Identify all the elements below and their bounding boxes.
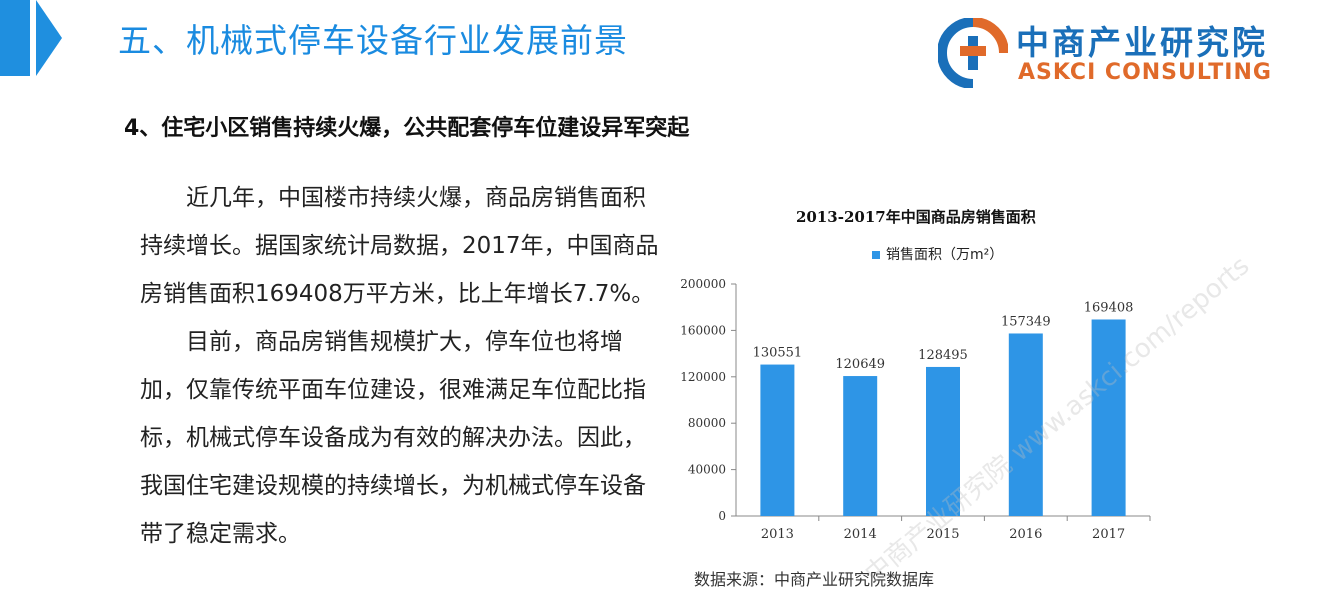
legend-label: 销售面积（万m²） [886, 247, 1004, 263]
page-title: 五、机械式停车设备行业发展前景 [118, 21, 628, 60]
x-tick-label-2016: 2016 [1009, 527, 1042, 542]
data-label-2013: 130551 [753, 346, 803, 361]
data-label-2015: 128495 [918, 348, 968, 363]
bar-chart: 0 40000 80000 120000 160000 200000 130551 2013 1… [680, 277, 1151, 542]
x-tick-label-2014: 2014 [844, 527, 877, 542]
bar-2017 [1091, 319, 1126, 516]
data-source: 数据来源：中商产业研究院数据库 [694, 570, 935, 589]
x-tick-label-2017: 2017 [1092, 527, 1125, 542]
body-text: 近几年，中国楼市持续火爆，商品房销售面积持续增长。据国家统计局数据，2017年，… [140, 174, 660, 558]
company-logo: 中商产业研究院 ASKCI CONSULTING [938, 16, 1318, 88]
x-tick-label-2015: 2015 [926, 527, 959, 542]
logo-text-en: ASKCI CONSULTING [1018, 60, 1272, 85]
y-tick-label: 160000 [680, 323, 726, 337]
paragraph-1: 近几年，中国楼市持续火爆，商品房销售面积持续增长。据国家统计局数据，2017年，… [140, 185, 659, 307]
bar-2016 [1008, 333, 1043, 516]
data-label-2014: 120649 [835, 357, 885, 372]
header-chevron-icon [36, 0, 62, 76]
section-heading: 4、住宅小区销售持续火爆，公共配套停车位建设异军突起 [124, 116, 690, 141]
y-tick-label: 200000 [680, 277, 726, 291]
x-tick-label-2013: 2013 [761, 527, 794, 542]
logo-mark-icon [938, 18, 1008, 88]
legend-swatch [872, 251, 880, 259]
bar-2013 [760, 364, 795, 516]
header-accent-block [0, 0, 30, 76]
y-tick-label: 120000 [680, 370, 726, 384]
y-tick-label: 0 [718, 509, 726, 523]
paragraph-2: 目前，商品房销售规模扩大，停车位也将增加，仅靠传统平面车位建设，很难满足车位配比… [140, 329, 646, 547]
data-label-2017: 169408 [1084, 300, 1134, 315]
y-tick-label: 80000 [688, 416, 726, 430]
chart-title: 2013-2017年中国商品房销售面积 [796, 208, 1036, 226]
logo-text-cn: 中商产业研究院 [1016, 23, 1268, 62]
bar-2015 [926, 366, 960, 516]
bar-2014 [843, 376, 878, 516]
chart-legend: 销售面积（万m²） [872, 244, 1003, 264]
data-label-2016: 157349 [1001, 314, 1051, 329]
y-tick-label: 40000 [688, 463, 726, 477]
